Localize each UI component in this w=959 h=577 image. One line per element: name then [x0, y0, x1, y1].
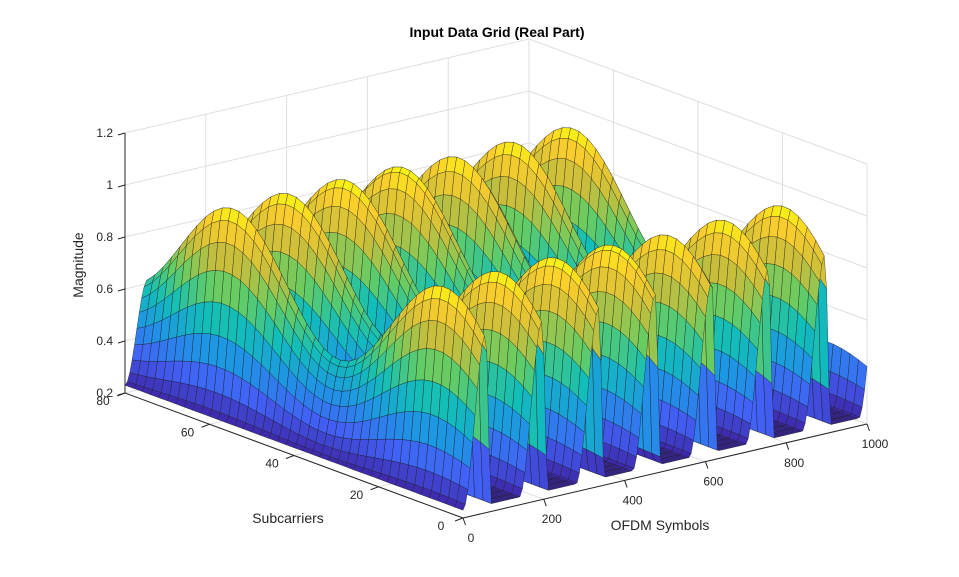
- surface-mesh: [124, 127, 868, 511]
- grid-line: [124, 38, 530, 134]
- grid-line: [124, 90, 530, 186]
- grid-line: [528, 38, 868, 165]
- grid-line: [528, 90, 868, 217]
- chart-title: Input Data Grid (Real Part): [409, 24, 584, 40]
